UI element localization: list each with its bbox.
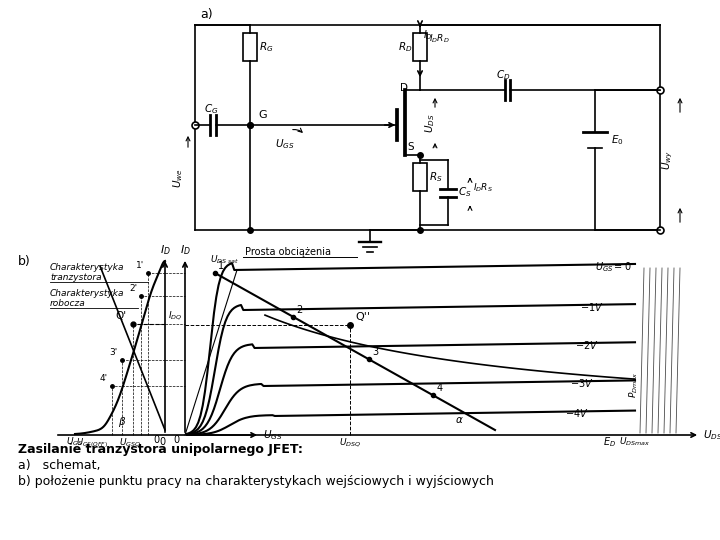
Text: 3': 3' [109, 348, 118, 357]
Text: a)   schemat,: a) schemat, [18, 459, 101, 472]
Text: $C_S$: $C_S$ [458, 186, 472, 199]
Text: $E_D$: $E_D$ [603, 435, 616, 449]
Text: $U_{we}$: $U_{we}$ [171, 168, 185, 188]
Text: $P_{D max}$: $P_{D max}$ [628, 372, 641, 398]
Text: 2': 2' [129, 284, 137, 293]
Text: $U_{GS}$: $U_{GS}$ [66, 436, 84, 449]
Text: $-4V$: $-4V$ [565, 407, 589, 419]
Text: 0: 0 [154, 435, 160, 445]
Text: $U_{GS}=0$: $U_{GS}=0$ [595, 260, 631, 274]
Text: b) położenie punktu pracy na charakterystykach wejściowych i wyjściowych: b) położenie punktu pracy na charakterys… [18, 475, 494, 488]
Bar [243, 33, 257, 61]
Text: $U_{GS(OFF)}$: $U_{GS(OFF)}$ [76, 436, 108, 449]
Text: $U_{DS}$: $U_{DS}$ [423, 113, 437, 133]
Text: Q'': Q'' [355, 312, 370, 322]
Text: Charakterystyka: Charakterystyka [50, 289, 125, 298]
Text: $E_0$: $E_0$ [611, 133, 624, 147]
Text: $I_{DQ}$: $I_{DQ}$ [168, 309, 182, 322]
Text: Prosta obciążenia: Prosta obciążenia [245, 247, 331, 257]
Text: 4: 4 [436, 383, 443, 394]
Text: $-1V$: $-1V$ [580, 301, 603, 313]
Text: 4': 4' [100, 374, 108, 383]
Text: $\beta$: $\beta$ [118, 415, 126, 429]
Text: 2: 2 [297, 305, 302, 315]
Text: $U_{DS max}$: $U_{DS max}$ [619, 436, 651, 449]
Text: $U_{GS}$: $U_{GS}$ [275, 137, 294, 151]
Text: $-2V$: $-2V$ [575, 339, 598, 351]
Text: Q': Q' [116, 311, 127, 321]
Text: S: S [407, 142, 413, 152]
Text: 0: 0 [174, 435, 180, 445]
Text: $U_{DS\ sat}$: $U_{DS\ sat}$ [210, 254, 239, 267]
Text: 1': 1' [136, 261, 144, 270]
Text: a): a) [200, 8, 212, 21]
Text: $R_D$: $R_D$ [398, 40, 413, 54]
Text: $I_D$: $I_D$ [423, 28, 433, 42]
Bar [413, 33, 427, 61]
Text: $I_D$: $I_D$ [160, 243, 171, 257]
Text: 0: 0 [159, 437, 165, 447]
Text: $C_D$: $C_D$ [496, 68, 510, 82]
Text: $I_D R_D$: $I_D R_D$ [429, 33, 449, 45]
Text: $I_D R_S$: $I_D R_S$ [473, 181, 493, 194]
Text: $U_{GSQ}$: $U_{GSQ}$ [119, 436, 141, 449]
Text: Charakterystyka: Charakterystyka [50, 263, 125, 272]
Text: G: G [258, 110, 266, 120]
Text: $I_D$: $I_D$ [179, 243, 190, 257]
Text: $-3V$: $-3V$ [570, 377, 593, 389]
Text: $C_G$: $C_G$ [204, 102, 218, 116]
Bar [413, 163, 427, 191]
Text: 3: 3 [372, 347, 378, 357]
Text: $U_{GS}$: $U_{GS}$ [263, 428, 282, 442]
Text: b): b) [18, 255, 31, 268]
Text: Zasilanie tranzystora unipolarnego JFET:: Zasilanie tranzystora unipolarnego JFET: [18, 443, 303, 456]
Text: D: D [400, 83, 408, 93]
Text: $R_G$: $R_G$ [259, 40, 274, 54]
Text: robocza: robocza [50, 299, 86, 308]
Text: $U_{DS}$: $U_{DS}$ [703, 428, 720, 442]
Text: $U_{wy}$: $U_{wy}$ [661, 150, 675, 170]
Text: 1: 1 [218, 261, 224, 271]
Text: $\alpha$: $\alpha$ [455, 415, 464, 425]
Text: $U_{DSQ}$: $U_{DSQ}$ [339, 436, 361, 449]
Text: $R_S$: $R_S$ [429, 170, 443, 184]
Text: tranzystora: tranzystora [50, 273, 102, 282]
